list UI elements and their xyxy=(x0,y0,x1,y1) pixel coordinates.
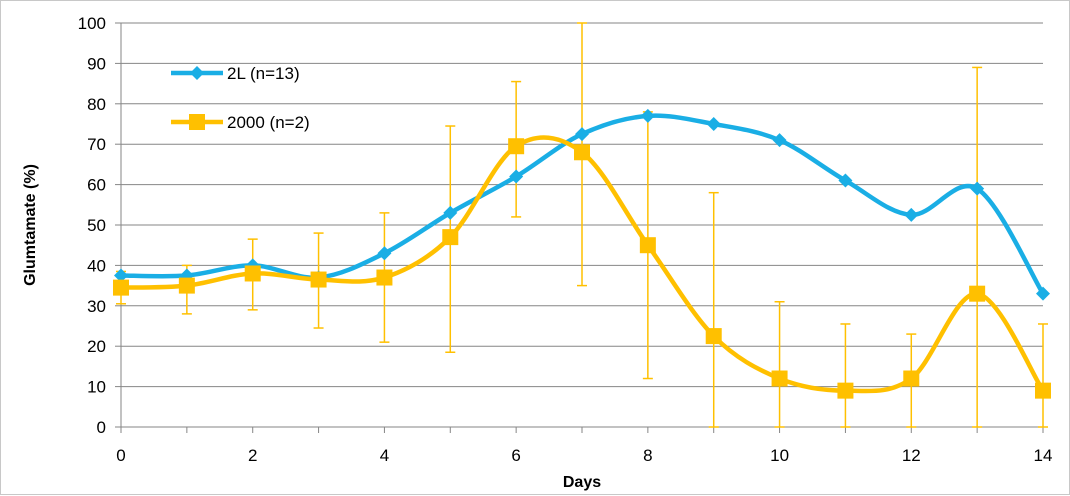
axes xyxy=(115,22,1044,433)
data-point-square xyxy=(442,229,459,246)
data-point-diamond xyxy=(904,207,919,222)
tick-labels: 0 10 20 30 40 50 60 70 80 90 100 0 2 4 6 8 10 12 14 xyxy=(78,14,1053,465)
legend-marker-diamond xyxy=(190,66,204,80)
y-tick-label: 20 xyxy=(87,337,106,356)
data-point-diamond xyxy=(1036,286,1050,301)
data-point-diamond xyxy=(443,205,458,220)
data-point-square xyxy=(178,277,195,294)
data-point-square xyxy=(508,138,525,155)
data-point-square xyxy=(244,265,261,282)
legend-label-2000: 2000 (n=2) xyxy=(227,113,310,132)
x-tick-label: 6 xyxy=(511,446,520,465)
y-tick-label: 40 xyxy=(87,256,106,275)
data-point-diamond xyxy=(706,117,721,131)
data-point-diamond xyxy=(838,173,853,188)
data-point-diamond xyxy=(114,268,128,283)
data-point-square xyxy=(113,279,129,296)
data-point-square xyxy=(639,237,656,254)
y-tick-label: 90 xyxy=(87,54,106,73)
data-point-square xyxy=(705,328,722,345)
y-tick-label: 50 xyxy=(87,216,106,235)
data-point-square xyxy=(837,382,854,399)
legend: 2L (n=13) 2000 (n=2) xyxy=(171,64,310,132)
data-point-diamond xyxy=(970,181,985,196)
x-axis-title: Days xyxy=(563,474,601,491)
y-axis-title: Glumtamate (%) xyxy=(22,164,39,286)
x-tick-label: 12 xyxy=(902,446,921,465)
data-point-diamond xyxy=(640,108,655,123)
x-tick-label: 0 xyxy=(116,446,125,465)
y-tick-label: 30 xyxy=(87,297,106,316)
x-tick-label: 10 xyxy=(770,446,789,465)
x-tick-label: 8 xyxy=(643,446,652,465)
data-point-square xyxy=(1035,382,1051,399)
series-markers xyxy=(113,108,1051,399)
y-tick-label: 70 xyxy=(87,135,106,154)
y-tick-label: 100 xyxy=(78,14,106,33)
x-tick-label: 4 xyxy=(380,446,389,465)
x-tick-label: 2 xyxy=(248,446,257,465)
legend-item-2000: 2000 (n=2) xyxy=(171,113,310,132)
data-point-square xyxy=(310,271,327,288)
y-tick-label: 10 xyxy=(87,378,106,397)
y-tick-label: 80 xyxy=(87,95,106,114)
data-point-square xyxy=(969,285,986,302)
data-point-diamond xyxy=(772,133,787,148)
data-point-square xyxy=(771,370,788,387)
x-tick-label: 14 xyxy=(1034,446,1053,465)
y-tick-label: 0 xyxy=(97,418,106,437)
legend-label-2l: 2L (n=13) xyxy=(227,64,300,83)
legend-item-2l: 2L (n=13) xyxy=(171,64,300,83)
legend-marker-square xyxy=(189,114,205,130)
data-point-diamond xyxy=(509,169,524,184)
data-point-square xyxy=(903,370,920,387)
y-tick-label: 60 xyxy=(87,176,106,195)
data-point-square xyxy=(574,144,590,161)
data-point-square xyxy=(376,269,393,286)
data-point-diamond xyxy=(377,246,392,261)
data-point-diamond xyxy=(575,127,589,142)
